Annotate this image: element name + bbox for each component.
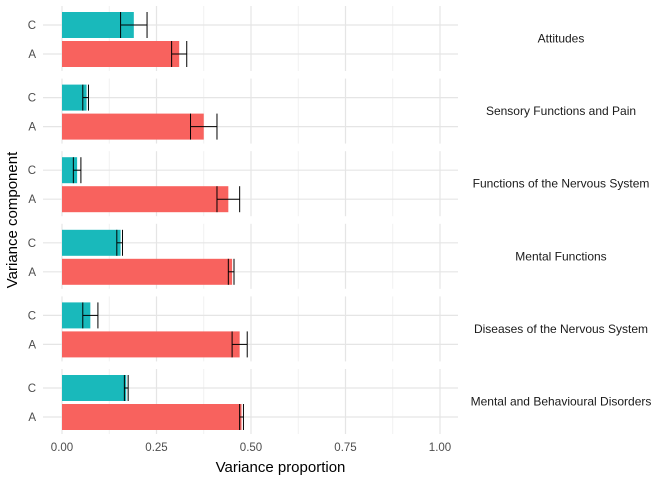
error-bar	[82, 302, 99, 329]
y-tick-label: A	[28, 49, 36, 61]
error-bar	[216, 186, 241, 213]
y-axis-title: Variance component	[4, 151, 21, 288]
error-bar	[123, 375, 129, 401]
bar-A	[62, 404, 242, 430]
x-tick-label: 0.75	[334, 442, 356, 454]
error-bar	[171, 41, 188, 67]
y-tick-label: A	[28, 412, 36, 424]
y-tick-label: C	[28, 20, 36, 32]
facet-label: Mental Functions	[515, 249, 606, 263]
bar-A	[62, 41, 180, 67]
x-tick-label: 1.00	[429, 442, 451, 454]
error-bar	[72, 157, 82, 184]
error-bar	[82, 84, 89, 111]
y-tick-label: C	[28, 93, 36, 105]
x-tick-label: 0.00	[51, 442, 73, 454]
error-bar	[227, 258, 235, 285]
facet-label: Diseases of the Nervous System	[474, 322, 648, 336]
facet-label: Functions of the Nervous System	[473, 177, 650, 191]
error-bar	[120, 12, 148, 38]
y-tick-label: C	[28, 383, 36, 395]
y-tick-label: C	[28, 165, 36, 177]
bar-A	[62, 331, 240, 358]
y-tick-label: A	[28, 122, 36, 134]
facet-label: Attitudes	[538, 32, 585, 46]
x-tick-label: 0.50	[240, 442, 262, 454]
facet-panel: C A Mental and Behavioural Disorders	[28, 369, 652, 434]
x-axis: 0.00 0.25 0.50 0.75 1.00	[51, 442, 451, 454]
facet-panel: C A Attitudes	[28, 6, 585, 71]
error-bar	[239, 404, 244, 430]
error-bar	[231, 331, 248, 358]
facet-label: Mental and Behavioural Disorders	[471, 395, 652, 409]
y-tick-label: C	[28, 238, 36, 250]
y-tick-label: A	[28, 267, 36, 279]
x-tick-label: 0.25	[145, 442, 167, 454]
y-tick-label: A	[28, 339, 36, 351]
facet-label: Sensory Functions and Pain	[486, 104, 636, 118]
error-bar	[116, 229, 123, 256]
facet-panel: C A Diseases of the Nervous System	[28, 296, 648, 362]
y-tick-label: A	[28, 194, 36, 206]
y-tick-label: C	[28, 310, 36, 322]
bar-A	[62, 186, 229, 213]
facet-panel: C A Sensory Functions and Pain	[28, 78, 636, 144]
facet-panel: C A Mental Functions	[28, 223, 607, 289]
bar-C	[62, 229, 121, 256]
bar-C	[62, 375, 127, 401]
error-bar	[190, 113, 218, 140]
bar-A	[62, 258, 233, 285]
x-axis-title: Variance proportion	[216, 459, 346, 476]
facet-panel: C A Functions of the Nervous System	[28, 151, 650, 217]
bar-A	[62, 113, 204, 140]
